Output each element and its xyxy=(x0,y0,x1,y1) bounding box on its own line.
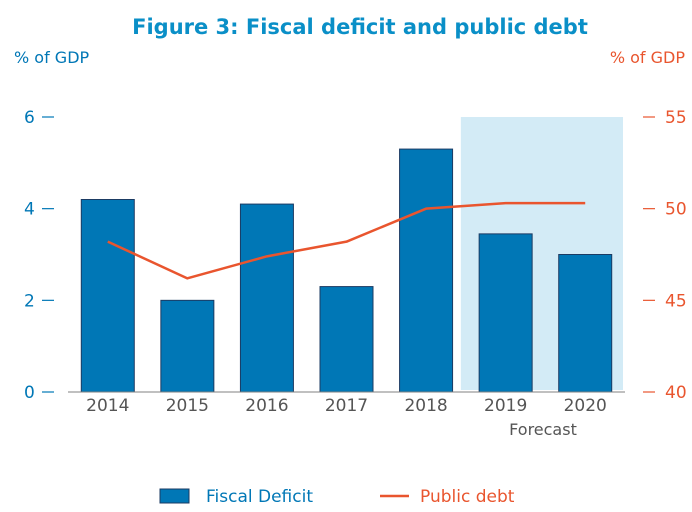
x-tick-label: 2020 xyxy=(564,396,607,416)
x-tick-label: 2015 xyxy=(166,396,209,416)
bar-2014 xyxy=(80,199,135,393)
legend-line-label: Public debt xyxy=(420,487,515,507)
left-tick-label: 4 xyxy=(24,200,35,220)
bar-2016 xyxy=(239,203,294,393)
left-tick-label: 2 xyxy=(24,291,35,311)
x-tick-label: 2017 xyxy=(325,396,368,416)
right-tick-label: 50 xyxy=(665,200,687,220)
x-tick-label: 2018 xyxy=(404,396,447,416)
bars-layer xyxy=(80,148,613,393)
left-tick-label: 6 xyxy=(24,108,35,128)
bar-2017 xyxy=(319,286,374,393)
right-tick-label: 45 xyxy=(665,291,687,311)
chart-title: Figure 3: Fiscal deficit and public debt xyxy=(132,15,588,39)
right-tick-label: 40 xyxy=(665,383,687,403)
x-tick-label: 2016 xyxy=(245,396,288,416)
right-axis-unit: % of GDP xyxy=(610,48,686,67)
bar-2015 xyxy=(160,299,215,393)
x-axis-labels: 2014 2015 2016 2017 2018 2019 2020 xyxy=(86,396,607,416)
bar-2019 xyxy=(478,233,533,393)
x-tick-label: 2019 xyxy=(484,396,527,416)
legend-bar-swatch xyxy=(159,488,190,504)
legend-bar-label: Fiscal Deficit xyxy=(206,487,313,507)
x-tick-label: 2014 xyxy=(86,396,129,416)
forecast-label: Forecast xyxy=(509,420,577,439)
right-axis: 40 45 50 55 xyxy=(643,108,687,403)
right-tick-label: 55 xyxy=(665,108,687,128)
line-layer xyxy=(107,201,586,280)
bar-2018 xyxy=(399,148,454,393)
left-axis: 0 2 4 6 xyxy=(24,108,54,403)
left-tick-label: 0 xyxy=(24,383,35,403)
bar-2020 xyxy=(558,254,613,393)
left-axis-unit: % of GDP xyxy=(14,48,90,67)
